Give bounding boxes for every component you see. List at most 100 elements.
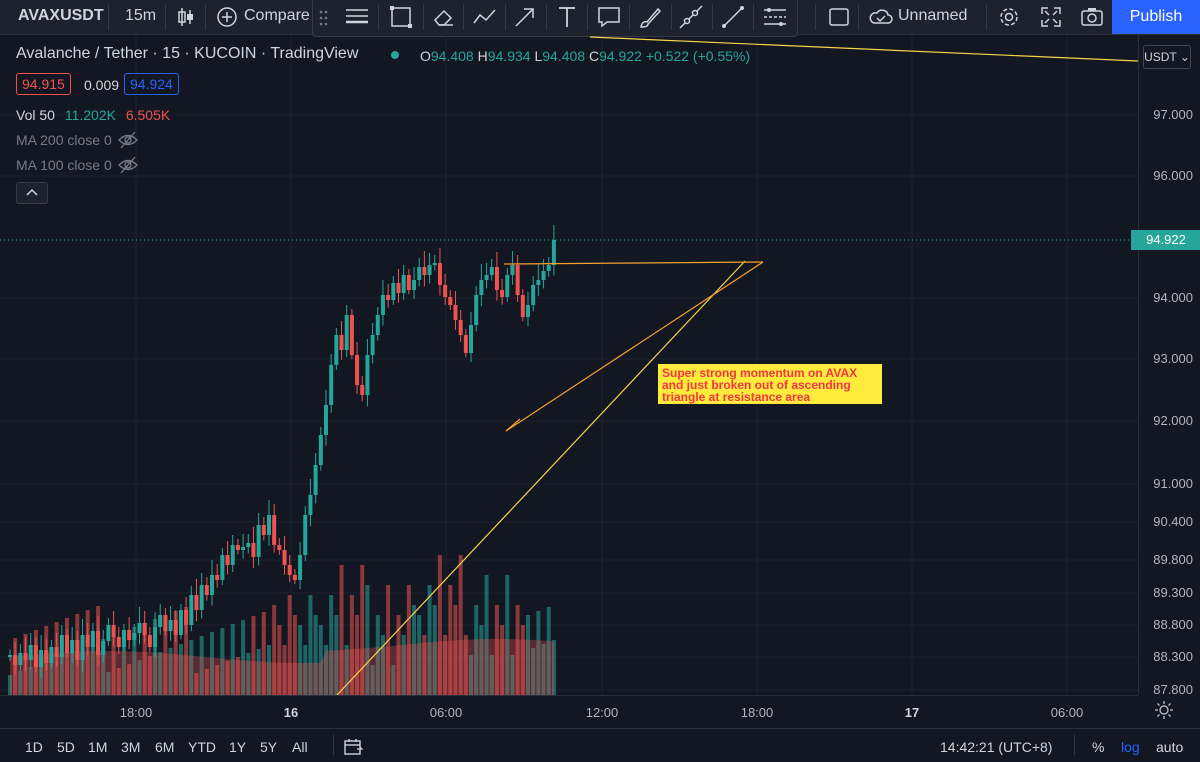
ma100-legend[interactable]: MA 100 close 0 <box>16 157 112 173</box>
text-icon[interactable] <box>555 5 579 29</box>
triangle-resistance-line[interactable] <box>503 261 764 265</box>
candle <box>494 267 499 290</box>
candle <box>178 610 183 635</box>
volume-legend[interactable]: Vol 50 11.202K 6.505K <box>16 107 170 123</box>
hidden-eye-icon[interactable] <box>118 156 138 174</box>
volume-bar <box>199 636 204 695</box>
candle <box>28 645 33 660</box>
path-icon[interactable] <box>473 5 497 29</box>
candle <box>168 620 173 631</box>
candle <box>64 635 69 653</box>
gear-icon[interactable] <box>998 6 1020 28</box>
add-compare-icon[interactable] <box>216 6 238 28</box>
volume-bar <box>137 660 142 695</box>
camera-icon[interactable] <box>1080 6 1104 28</box>
volume-bar <box>158 652 163 695</box>
sell-price-button[interactable]: 94.915 <box>16 73 71 95</box>
spread-value: 0.009 <box>84 77 120 93</box>
candle <box>101 641 106 655</box>
volume-bar <box>463 635 468 695</box>
candle <box>515 265 520 295</box>
candle <box>90 631 95 647</box>
volume-bar <box>365 585 370 695</box>
candle <box>329 365 334 405</box>
compare-button[interactable]: Compare <box>244 7 310 24</box>
candle <box>147 635 152 647</box>
candles-chart-type-icon[interactable] <box>176 6 196 28</box>
market-open-icon <box>391 51 399 59</box>
more-tools-icon[interactable] <box>763 5 787 29</box>
timezone-clock[interactable]: 14:42:21 (UTC+8) <box>940 739 1053 755</box>
log-scale-toggle[interactable]: log <box>1121 739 1140 755</box>
range-button-all[interactable]: All <box>292 739 308 755</box>
upper-trend-line[interactable] <box>589 36 1138 62</box>
volume-bar <box>298 625 303 695</box>
range-button-5d[interactable]: 5D <box>57 739 75 755</box>
symbol-title[interactable]: Avalanche / Tether · 15 · KUCOIN · Tradi… <box>16 45 359 62</box>
percent-scale-toggle[interactable]: % <box>1092 739 1105 755</box>
candle <box>121 630 126 647</box>
volume-bar <box>355 615 360 695</box>
range-button-3m[interactable]: 3M <box>121 739 141 755</box>
collapse-legend-button[interactable] <box>16 182 48 204</box>
candle <box>323 405 328 435</box>
candle <box>427 265 432 275</box>
hidden-eye-icon[interactable] <box>118 131 138 149</box>
candle <box>8 655 12 657</box>
auto-scale-toggle[interactable]: auto <box>1156 739 1184 755</box>
line-width-icon[interactable] <box>345 5 369 29</box>
trend-line-icon[interactable] <box>721 5 745 29</box>
drag-handle-icon[interactable] <box>319 10 329 26</box>
volume-bar <box>173 611 178 695</box>
support-trend-line[interactable] <box>336 260 746 695</box>
currency-select[interactable]: USDT ⌄ <box>1143 45 1191 69</box>
callout-icon[interactable] <box>597 5 621 29</box>
symbol-search[interactable]: AVAXUSDT <box>18 7 104 24</box>
range-button-1d[interactable]: 1D <box>25 739 43 755</box>
candle <box>334 335 339 365</box>
volume-bar <box>479 625 484 695</box>
triangle-support-line[interactable] <box>505 261 764 432</box>
volume-bar <box>178 644 183 695</box>
interval-button[interactable]: 15m <box>125 7 157 24</box>
price-chart[interactable] <box>0 35 1138 695</box>
separator <box>463 4 464 30</box>
range-button-ytd[interactable]: YTD <box>188 739 216 755</box>
candle <box>520 295 525 317</box>
range-button-1m[interactable]: 1M <box>88 739 108 755</box>
ma200-legend[interactable]: MA 200 close 0 <box>16 132 112 148</box>
candle <box>158 615 163 627</box>
layout-name[interactable]: Unnamed <box>898 7 968 24</box>
annotation-note[interactable]: Super strong momentum on AVAX and just b… <box>658 364 882 404</box>
settings-sun-icon[interactable] <box>1154 700 1174 720</box>
candle <box>210 575 215 595</box>
fullscreen-layout-icon[interactable] <box>828 7 850 27</box>
buy-price-button[interactable]: 94.924 <box>124 73 179 95</box>
brush-icon[interactable] <box>639 5 663 29</box>
time-axis[interactable]: 18:00 16 06:00 12:00 18:00 17 06:00 <box>0 695 1138 728</box>
volume-bar <box>287 595 292 695</box>
candle <box>256 525 261 557</box>
volume-bar <box>453 605 458 695</box>
candle <box>142 623 147 635</box>
volume-bar <box>437 555 442 695</box>
range-button-1y[interactable]: 1Y <box>229 739 247 755</box>
fullscreen-icon[interactable] <box>1040 6 1062 28</box>
price-tick-label: 88.800 <box>1153 617 1193 632</box>
bottom-toolbar: 1D 5D 1M 3M 6M YTD 1Y 5Y All 14:42:21 (UTC+8) % … <box>0 728 1200 762</box>
publish-button[interactable]: Publish <box>1112 0 1200 34</box>
rectangle-icon[interactable] <box>389 5 413 29</box>
range-button-6m[interactable]: 6M <box>155 739 175 755</box>
go-to-date-icon[interactable] <box>344 738 364 756</box>
change-value: +0.522 (+0.55%) <box>645 48 751 64</box>
arrow-icon[interactable] <box>513 5 537 29</box>
candle <box>184 610 189 625</box>
volume-bar <box>417 615 422 695</box>
range-button-5y[interactable]: 5Y <box>260 739 278 755</box>
price-axis[interactable]: USDT ⌄ 97.000 96.000 94.000 93.000 92.000 91.… <box>1131 35 1200 697</box>
candle <box>220 555 225 580</box>
eraser-icon[interactable] <box>431 5 455 29</box>
candle <box>380 295 385 315</box>
cloud-save-icon[interactable] <box>868 7 894 27</box>
extended-line-icon[interactable] <box>679 5 703 29</box>
